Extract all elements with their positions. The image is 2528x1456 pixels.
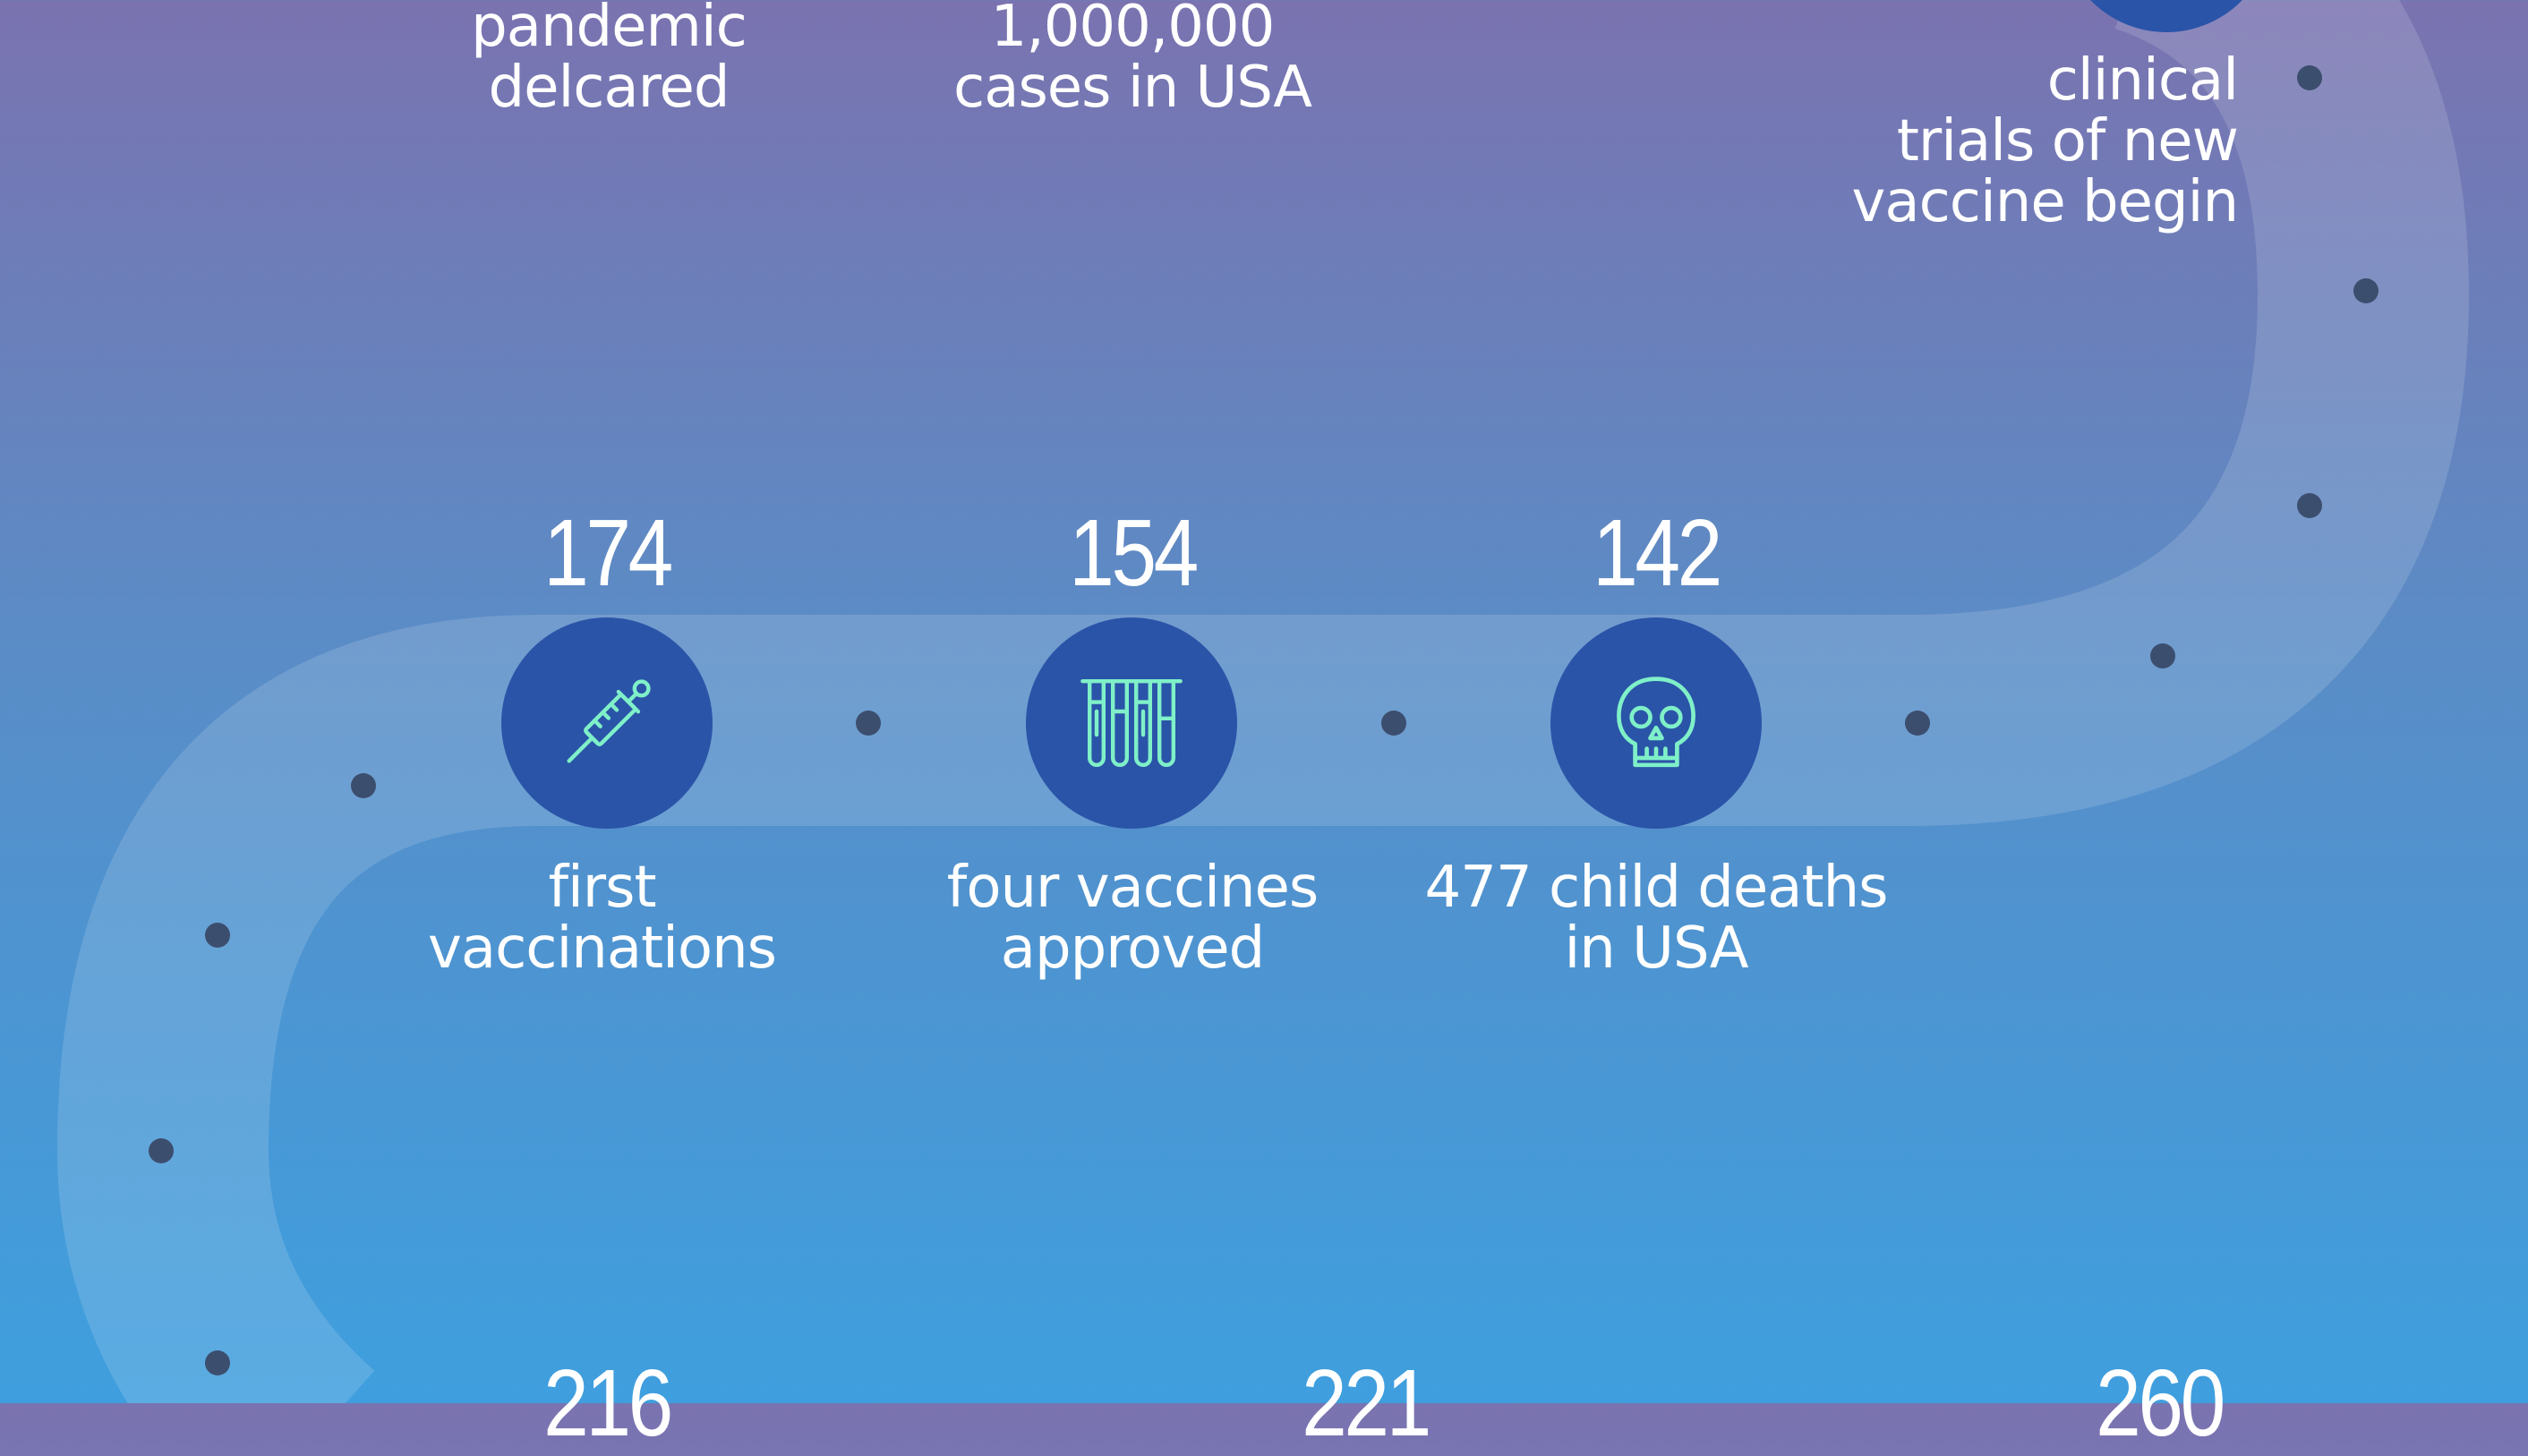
event-number-bottom-2: 221 [1302, 1350, 1431, 1456]
event-number-bottom-3: 260 [2096, 1350, 2225, 1456]
track-dot [205, 1350, 230, 1375]
event-number-bottom-1: 216 [543, 1350, 673, 1456]
track-dot [351, 773, 376, 798]
track-dot [2297, 493, 2322, 518]
node-four-vaccines[interactable] [1026, 617, 1237, 829]
track-dot [149, 1138, 174, 1163]
event-number-child-deaths: 142 [1593, 500, 1722, 606]
event-number-four-vaccines: 154 [1069, 500, 1199, 606]
event-label-child-deaths: 477 child deaths in USA [1424, 855, 1889, 982]
track-dot [2150, 643, 2175, 668]
node-first-vaccinations[interactable] [501, 617, 713, 829]
event-label-million-cases: 1,000,000 cases in USA [953, 0, 1312, 121]
event-label-pandemic: pandemic delcared [471, 0, 747, 121]
track-dot [1905, 711, 1930, 736]
track-dot [1381, 711, 1406, 736]
event-label-first-vaccinations: first vaccinations [428, 855, 777, 982]
event-label-four-vaccines: four vaccines approved [946, 855, 1319, 982]
skull-icon [1617, 677, 1695, 768]
event-number-first-vaccinations: 174 [543, 500, 673, 606]
test-tubes-icon [1080, 678, 1183, 767]
track-dot [2297, 65, 2322, 90]
track-dot [205, 923, 230, 948]
timeline-infographic: pandemic delcared 1,000,000 cases in USA… [0, 0, 2528, 1403]
node-child-deaths[interactable] [1550, 617, 1762, 829]
event-label-clinical-trials: clinical trials of new vaccine begin [1851, 47, 2240, 235]
track-dot [856, 711, 881, 736]
track-dot [2353, 278, 2379, 303]
syringe-icon [567, 679, 651, 763]
timeline-track [0, 0, 2528, 1403]
